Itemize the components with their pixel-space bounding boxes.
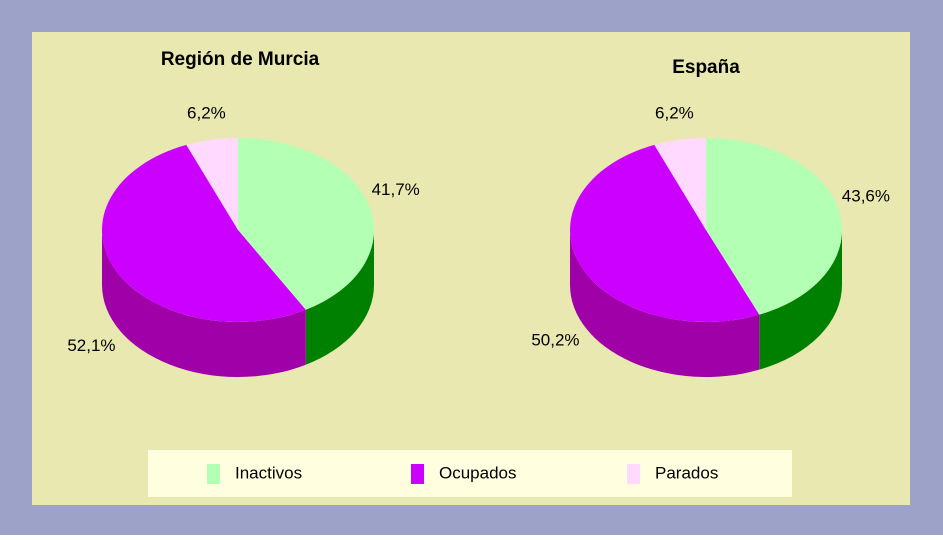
data-label: 43,6% (842, 186, 890, 205)
slice (102, 144, 306, 322)
slice-side (305, 230, 374, 365)
data-label: 50,2% (531, 330, 579, 349)
legend-label: Ocupados (439, 463, 517, 482)
slice (569, 144, 760, 323)
slice-side (759, 230, 842, 370)
legend-label: Parados (655, 463, 718, 482)
legend-swatch (627, 464, 640, 484)
chart-title: España (672, 57, 740, 78)
data-label: 52,1% (67, 336, 115, 355)
data-label: 41,7% (372, 180, 420, 199)
legend-swatch (207, 464, 220, 484)
legend-label: Inactivos (235, 463, 302, 482)
data-label: 6,2% (655, 104, 694, 123)
chart-title: Región de Murcia (161, 49, 320, 70)
data-label: 6,2% (187, 104, 226, 123)
slice-side (570, 230, 760, 377)
slice (706, 138, 842, 315)
slice (238, 138, 375, 310)
legend-swatch (411, 464, 424, 484)
slice-side (102, 230, 306, 377)
slice (654, 138, 706, 230)
legend (148, 450, 792, 497)
slice (186, 138, 238, 230)
